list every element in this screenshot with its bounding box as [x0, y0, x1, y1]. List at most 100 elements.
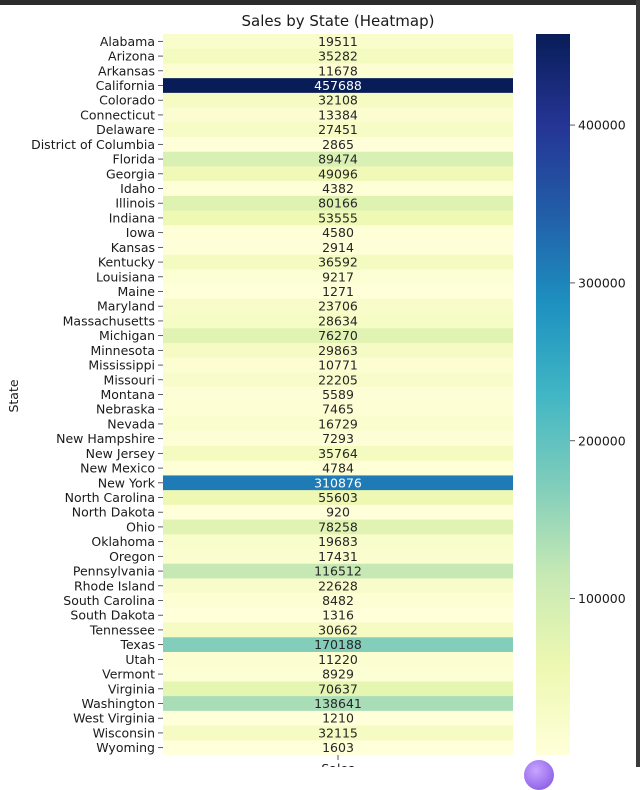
- y-tick-label: Delaware: [96, 122, 155, 137]
- cell-value-label: 35282: [318, 49, 358, 64]
- y-tick-label: Colorado: [99, 93, 155, 108]
- heatmap-row: 8482 South Carolina: [63, 593, 513, 609]
- y-tick-label: Massachusetts: [63, 313, 155, 328]
- heatmap-cell: [163, 401, 513, 417]
- heatmap-row: 170188 Texas: [119, 637, 513, 653]
- y-tick-label: Kentucky: [98, 255, 156, 270]
- heatmap-row: 4580 Iowa: [126, 225, 513, 241]
- heatmap-cell: [163, 343, 513, 359]
- heatmap-rows: 19511Alabama35282Arizona11678Arkansas457…: [31, 34, 513, 756]
- cell-value-label: 22628: [318, 578, 358, 593]
- colorbar-tick-label: 300000: [578, 275, 626, 290]
- y-tick-label: Oregon: [109, 549, 155, 564]
- heatmap-row: 22628 Rhode Island: [74, 578, 513, 594]
- heatmap-cell: [163, 181, 513, 197]
- y-tick-label: Mississippi: [88, 358, 155, 373]
- heatmap-cell: [163, 637, 513, 653]
- heatmap-cell: [163, 710, 513, 726]
- cell-value-label: 32115: [318, 725, 358, 740]
- y-tick-label: North Carolina: [65, 490, 155, 505]
- y-tick-label: Alabama: [100, 34, 155, 49]
- heatmap-cell: [163, 446, 513, 462]
- heatmap-row: 35764 New Jersey: [86, 446, 513, 462]
- heatmap-row: 2865 District of Columbia: [31, 137, 513, 153]
- heatmap-cell: [163, 490, 513, 506]
- colorbar-tick-label: 100000: [578, 591, 626, 606]
- heatmap-row: 8929 Vermont: [102, 667, 513, 682]
- heatmap-cell: [163, 519, 513, 535]
- y-tick-label: Wyoming: [96, 740, 155, 755]
- heatmap-row: 89474 Florida: [112, 152, 513, 167]
- cell-value-label: 70637: [318, 681, 358, 696]
- cell-value-label: 4382: [322, 181, 354, 196]
- y-tick-label: New Hampshire: [56, 431, 155, 446]
- colorbar-tick-label: 200000: [578, 433, 626, 448]
- heatmap-cell: [163, 607, 513, 623]
- y-tick-label: Maryland: [97, 299, 155, 314]
- cell-value-label: 17431: [318, 549, 358, 564]
- y-tick-label: Virginia: [108, 681, 155, 696]
- heatmap-row: 920 North Dakota: [72, 505, 513, 520]
- cell-value-label: 19683: [318, 534, 358, 549]
- cell-value-label: 89474: [318, 152, 358, 167]
- window-scrollbar[interactable]: [636, 0, 640, 767]
- cell-value-label: 10771: [318, 358, 358, 373]
- heatmap-cell: [163, 666, 513, 682]
- heatmap-cell: [163, 313, 513, 329]
- heatmap-cell: [163, 593, 513, 609]
- y-tick-label: Iowa: [126, 225, 155, 240]
- y-tick-label: North Dakota: [72, 505, 155, 520]
- heatmap-row: 1210 West Virginia: [73, 711, 513, 726]
- heatmap-cell: [163, 725, 513, 741]
- x-axis-label: Sales: [321, 761, 354, 767]
- heatmap-cell: [163, 195, 513, 211]
- heatmap-row: 29863 Minnesota: [90, 343, 513, 359]
- heatmap-row: 80166 Illinois: [115, 196, 513, 211]
- cell-value-label: 1603: [322, 740, 354, 755]
- heatmap-row: 1603 Wyoming: [96, 740, 513, 756]
- y-tick-label: South Dakota: [70, 608, 155, 623]
- heatmap-row: 1271 Maine: [117, 284, 513, 300]
- cell-value-label: 23706: [318, 299, 358, 314]
- heatmap-row: 11220 Utah: [125, 652, 513, 668]
- cell-value-label: 7465: [322, 402, 354, 417]
- heatmap-row: 22205 Missouri: [104, 372, 513, 388]
- avatar[interactable]: [524, 760, 554, 790]
- cell-value-label: 78258: [318, 519, 358, 534]
- heatmap-row: 310876 New York: [98, 475, 513, 491]
- y-tick-label: Pennsylvania: [73, 564, 155, 579]
- y-tick-label: Louisiana: [96, 269, 155, 284]
- y-tick-label: Arizona: [108, 49, 155, 64]
- x-axis: Sales: [321, 755, 355, 767]
- colorbar-tick-label: 400000: [578, 118, 626, 133]
- heatmap-cell: [163, 225, 513, 241]
- heatmap-row: 27451 Delaware: [96, 122, 513, 138]
- heatmap-row: 23706 Maryland: [97, 299, 513, 314]
- heatmap-row: 49096 Georgia: [106, 166, 513, 182]
- cell-value-label: 1316: [322, 608, 354, 623]
- heatmap-cell: [163, 34, 513, 50]
- heatmap-row: 10771 Mississippi: [88, 358, 513, 373]
- heatmap-cell: [163, 740, 513, 756]
- y-tick-label: Michigan: [99, 328, 155, 343]
- cell-value-label: 116512: [314, 564, 362, 579]
- cell-value-label: 28634: [318, 313, 358, 328]
- cell-value-label: 9217: [322, 269, 354, 284]
- y-tick-label: New Mexico: [80, 461, 155, 476]
- cell-value-label: 8482: [322, 593, 354, 608]
- heatmap-cell: [163, 78, 513, 94]
- heatmap-row: 7465 Nebraska: [96, 402, 513, 417]
- heatmap-cell: [163, 578, 513, 594]
- heatmap-cell: [163, 166, 513, 182]
- y-tick-label: District of Columbia: [31, 137, 155, 152]
- heatmap-cell: [163, 652, 513, 668]
- heatmap-row: 55603 North Carolina: [65, 490, 513, 506]
- cell-value-label: 920: [326, 505, 350, 520]
- heatmap-cell: [163, 475, 513, 491]
- y-tick-label: Tennessee: [89, 622, 155, 637]
- heatmap-cell: [163, 534, 513, 550]
- cell-value-label: 16729: [318, 416, 358, 431]
- heatmap-row: 35282 Arizona: [108, 49, 513, 64]
- y-tick-label: Washington: [82, 696, 155, 711]
- cell-value-label: 19511: [318, 34, 358, 49]
